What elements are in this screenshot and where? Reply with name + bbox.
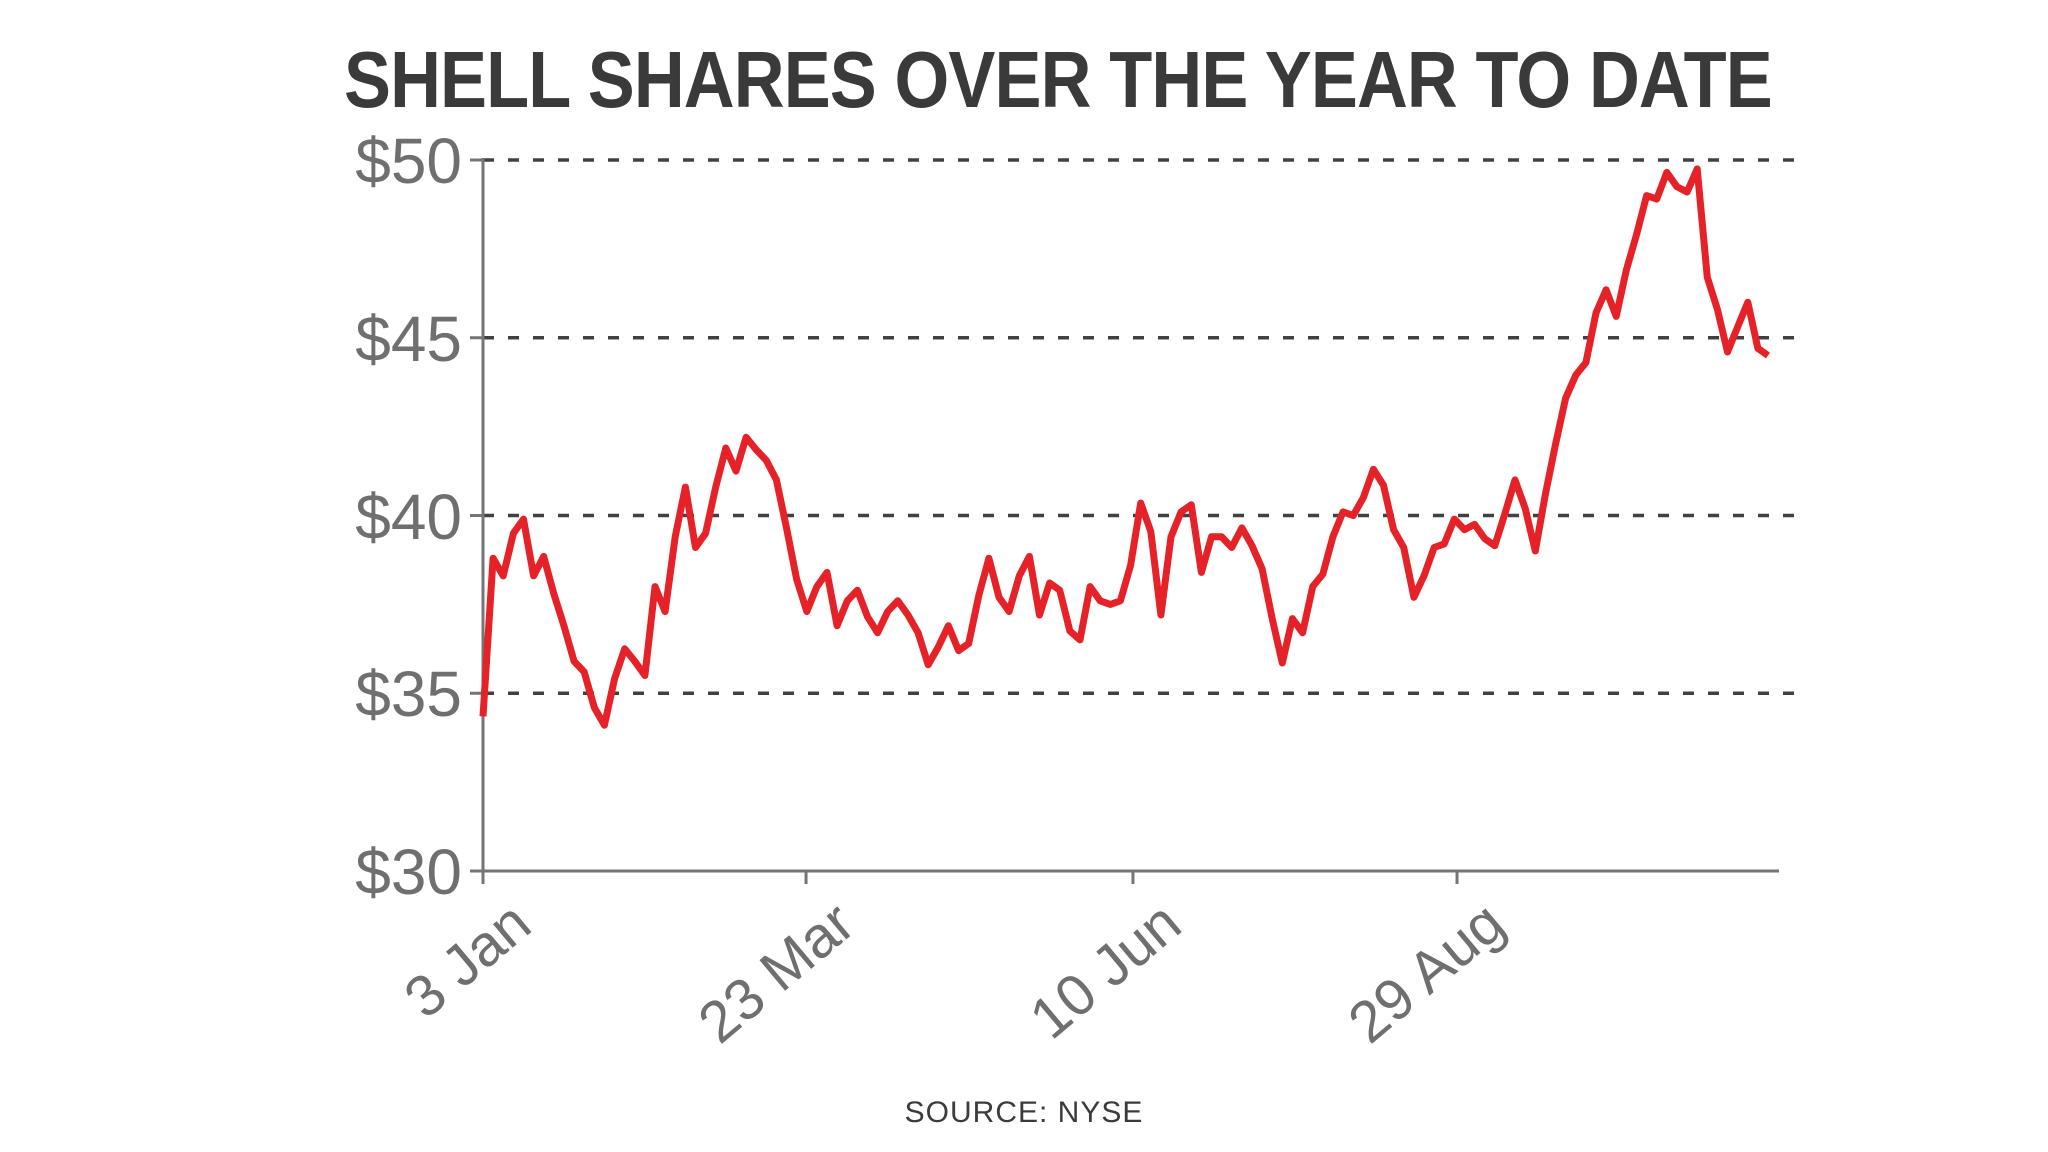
source-caption: SOURCE: NYSE	[904, 1096, 1144, 1129]
y-axis-label: $45	[355, 302, 462, 375]
chart-title: SHELL SHARES OVER THE YEAR TO DATE	[344, 35, 1773, 124]
y-axis-label: $40	[355, 480, 462, 553]
y-axis-label: $50	[355, 125, 462, 197]
y-axis-label: $30	[355, 836, 462, 908]
price-line	[479, 165, 1771, 729]
y-axis-label: $35	[355, 658, 462, 731]
